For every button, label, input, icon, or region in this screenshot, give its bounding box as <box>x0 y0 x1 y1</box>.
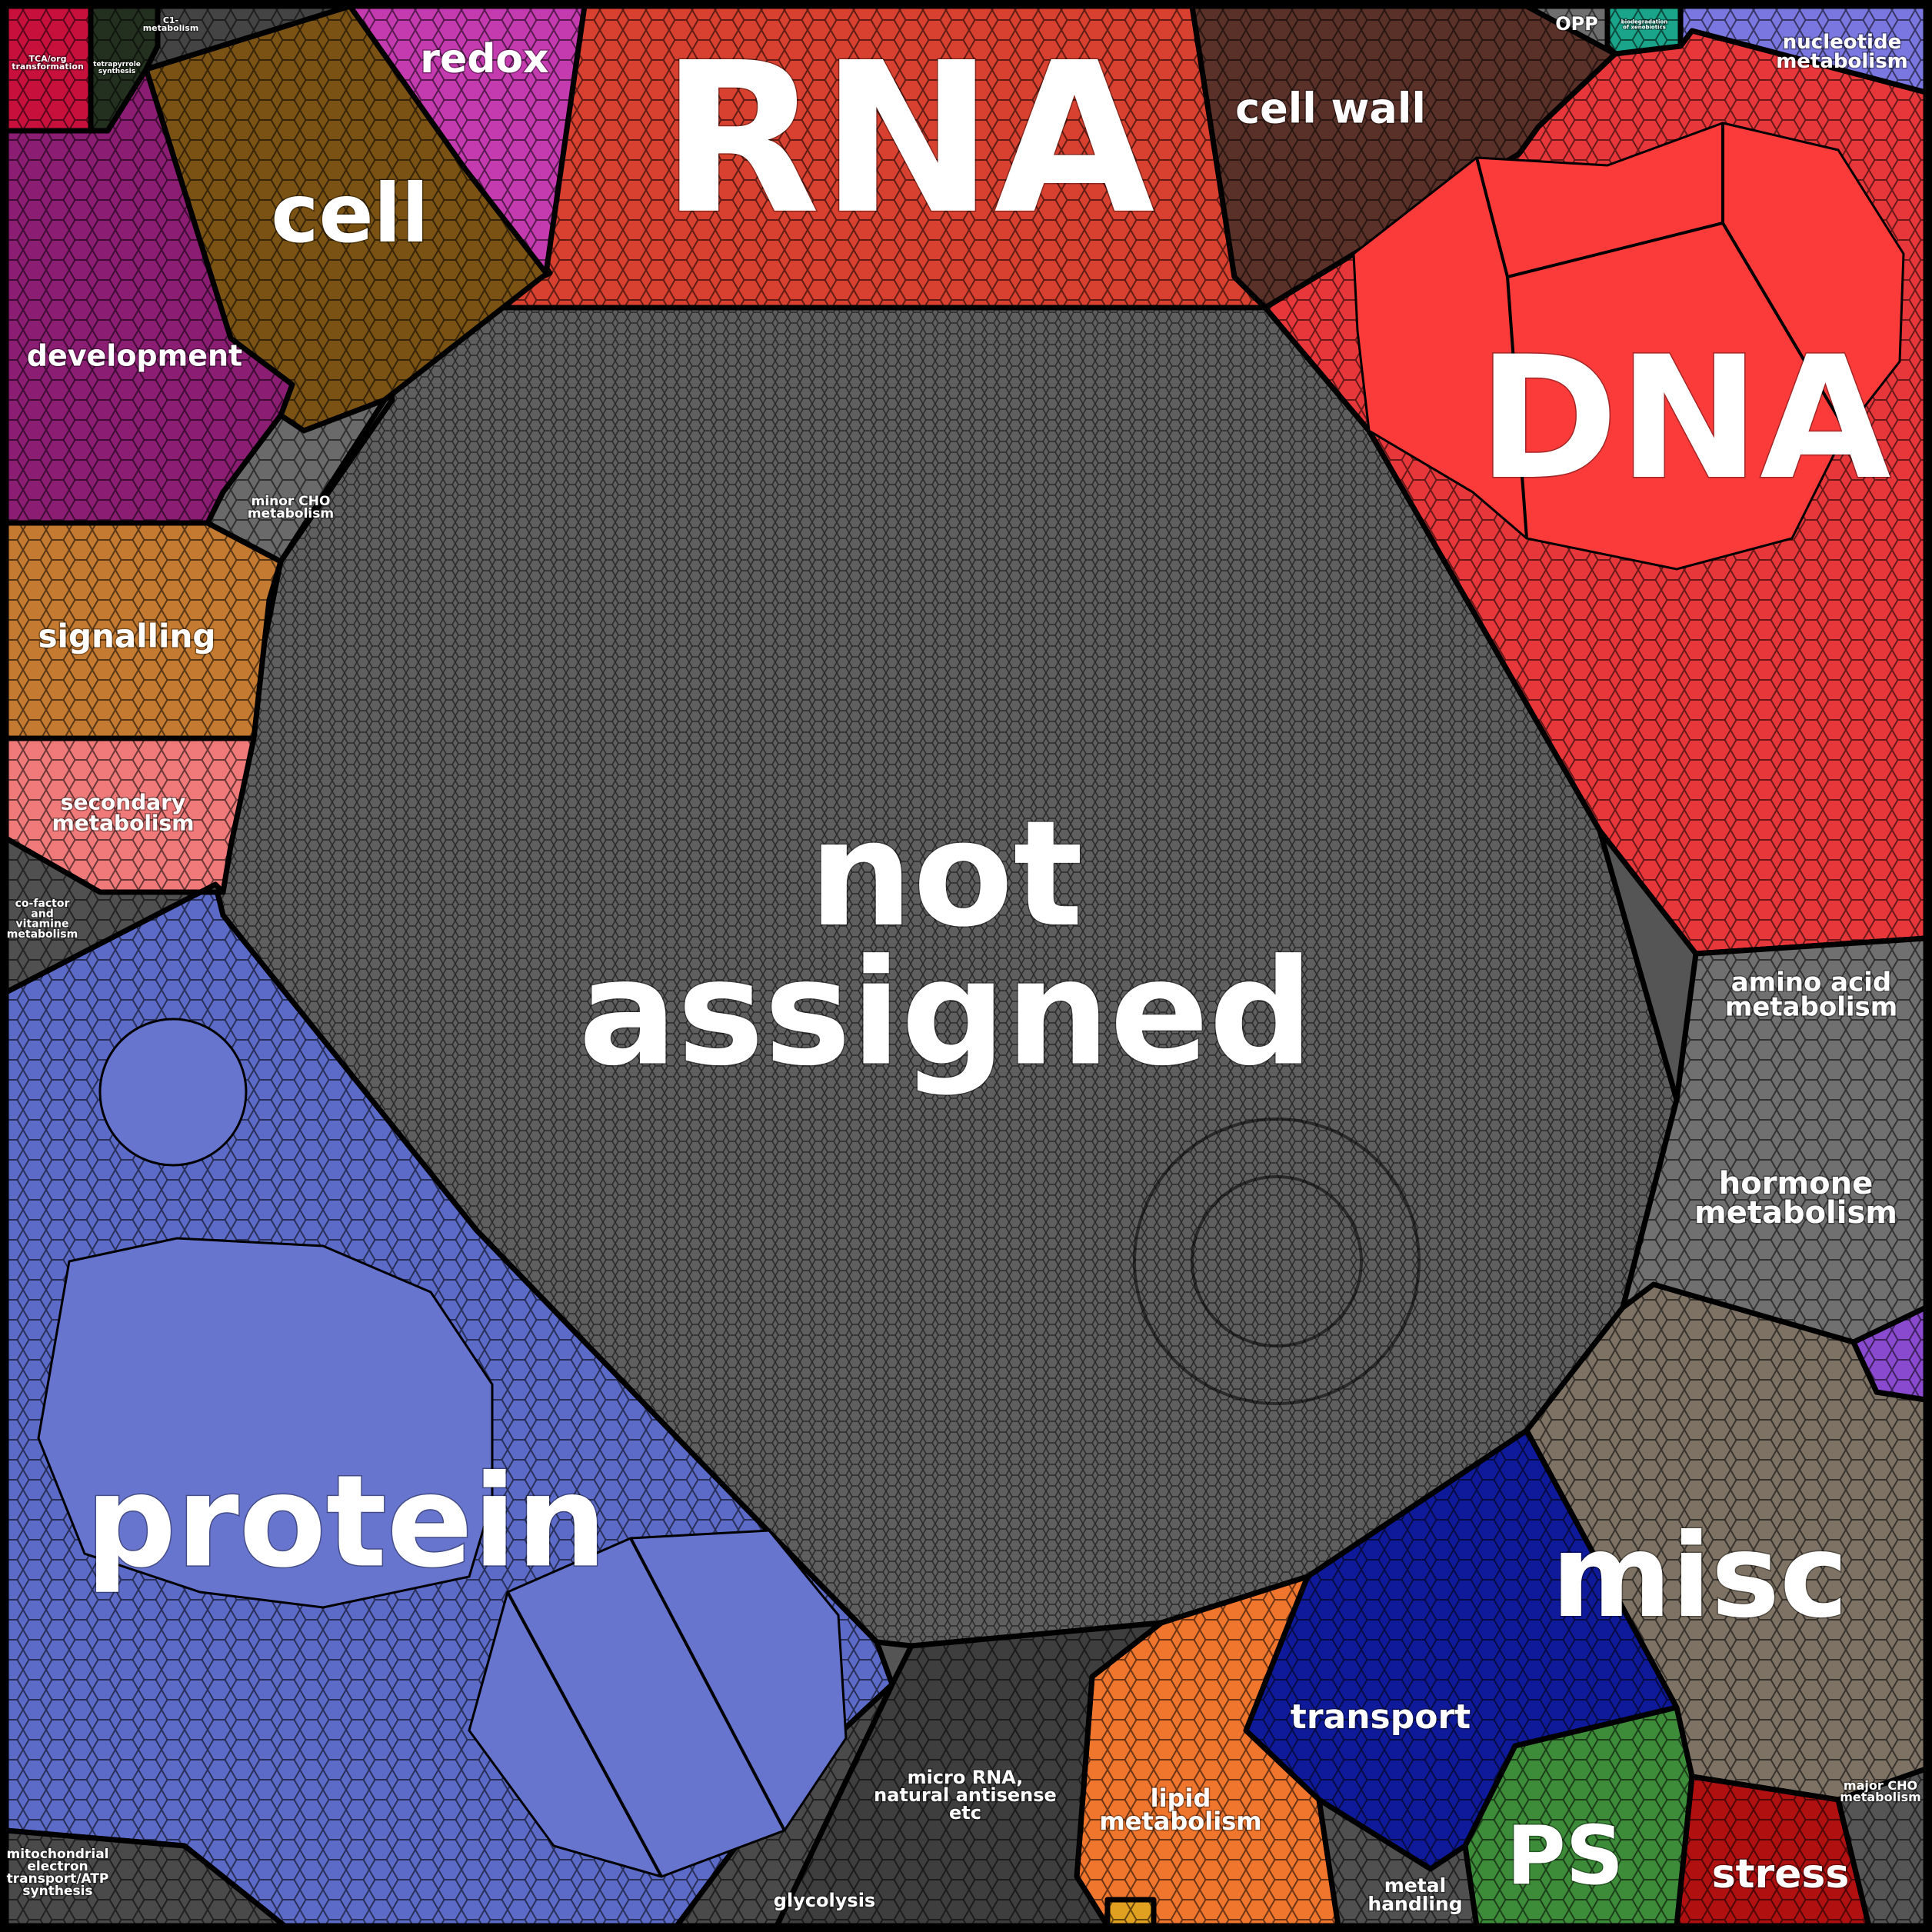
region-texture-hormone <box>1623 938 1926 1342</box>
region-texture-purple-small <box>1854 1307 1926 1400</box>
label-micro-rna-line-3: etc <box>949 1802 981 1824</box>
label-c1-line-1: C1- <box>163 15 178 25</box>
protein-inner-cell-2 <box>468 1529 848 1878</box>
label-not-assigned-line-2: assigned <box>578 928 1314 1098</box>
label-nucleotide-line-1: nucleotide <box>1783 31 1901 54</box>
region-texture-mito <box>6 1830 285 1926</box>
label-lipid-line-1: lipid <box>1151 1784 1211 1813</box>
region-texture-metal <box>1319 1800 1477 1926</box>
dna-inner-divider <box>1475 123 1847 539</box>
label-major-cho-line-2: metabolism <box>1840 1790 1921 1804</box>
protein-small-rosette <box>98 1018 248 1167</box>
label-nucleotide-line-2: metabolism <box>1776 50 1908 73</box>
label-ps: PS <box>1507 1809 1624 1903</box>
label-not-assigned-line-1: not <box>809 789 1084 959</box>
region-texture-ps <box>1465 1707 1692 1926</box>
region-texture-secondary-metabolism <box>6 738 254 892</box>
label-stress: stress <box>1712 1851 1850 1897</box>
region-texture-tca <box>6 6 91 131</box>
region-texture-transport <box>1246 1431 1677 1869</box>
label-micro-rna-line-2: natural antisense <box>874 1784 1057 1806</box>
not-assigned-inner-ring <box>1133 1118 1421 1405</box>
region-texture-c1 <box>146 6 350 69</box>
label-signalling: signalling <box>38 618 216 655</box>
label-cell-wall: cell wall <box>1235 85 1426 133</box>
label-opp: OPP <box>1555 13 1598 35</box>
label-metal-line-1: metal <box>1384 1874 1446 1897</box>
label-hormone-line-1: hormone <box>1719 1166 1873 1201</box>
label-development: development <box>27 339 242 373</box>
protein-inner-cell <box>37 1237 494 1609</box>
region-texture-stress <box>1677 1777 1869 1926</box>
region-texture-cell-wall <box>1192 6 1615 308</box>
label-co-factor-line-2: and <box>31 908 53 920</box>
region-texture-co-factor <box>6 838 223 992</box>
label-amino-acid-line-1: amino acid <box>1731 967 1892 998</box>
region-texture-not-assigned <box>215 308 1677 1646</box>
label-secondary-metabolism-line-2: metabolism <box>52 810 195 835</box>
label-redox: redox <box>420 36 548 82</box>
label-mito-line-1: mitochondrial <box>7 1847 109 1862</box>
label-misc: misc <box>1551 1510 1848 1644</box>
region-texture-major-cho <box>1838 1769 1926 1926</box>
label-co-factor-line-3: vitamine <box>16 918 69 931</box>
label-dna: DNA <box>1477 320 1890 517</box>
label-teal-small-line-2: of xenobiotics <box>1623 24 1666 30</box>
region-texture-teal-small <box>1607 6 1681 54</box>
label-lipid-line-2: metabolism <box>1099 1807 1261 1836</box>
label-minor-cho-line-1: minor CHO <box>251 494 331 509</box>
region-texture-yellow-small <box>1108 1900 1154 1926</box>
label-mito-line-2: electron <box>27 1859 88 1874</box>
label-teal-small-line-1: biodegradation <box>1621 19 1667 25</box>
region-texture-development <box>6 69 292 523</box>
label-protein: protein <box>85 1447 607 1595</box>
label-c1-line-2: metabolism <box>143 23 199 33</box>
label-glycolysis: glycolysis <box>774 1890 875 1911</box>
label-mito-line-3: transport/ATP <box>7 1871 109 1887</box>
label-minor-cho-line-2: metabolism <box>248 506 334 521</box>
region-texture-lipid <box>1077 1577 1338 1926</box>
label-tetrapyrrole-line-1: tetrapyrrole <box>93 61 141 68</box>
region-texture-misc <box>1527 1284 1926 1800</box>
label-major-cho-line-1: major CHO <box>1844 1778 1917 1793</box>
label-cell: cell <box>271 167 428 261</box>
region-texture-opp <box>1527 6 1615 54</box>
label-transport: transport <box>1291 1697 1471 1737</box>
label-amino-acid-line-2: metabolism <box>1725 992 1897 1023</box>
label-hormone-line-2: metabolism <box>1694 1195 1897 1231</box>
label-secondary-metabolism-line-1: secondary <box>61 790 185 815</box>
label-tca-line-2: transformation <box>12 62 84 72</box>
label-mito-line-4: synthesis <box>22 1884 92 1899</box>
label-co-factor-line-4: metabolism <box>7 928 78 941</box>
label-tca-line-1: TCA/org <box>29 54 67 64</box>
label-rna: RNA <box>661 18 1157 260</box>
label-tetrapyrrole-line-2: synthesis <box>98 68 135 75</box>
region-texture-signalling <box>6 523 281 738</box>
label-micro-rna-line-1: micro RNA, <box>908 1767 1024 1788</box>
protein-inner-divider <box>506 1537 786 1877</box>
region-texture-rna <box>385 6 1265 308</box>
not-assigned-inner-ring-2 <box>1191 1175 1363 1347</box>
label-metal-line-2: handling <box>1367 1893 1462 1915</box>
region-texture-tetrapyrrole <box>91 6 158 131</box>
region-texture-redox <box>323 6 585 273</box>
label-co-factor-line-1: co-factor <box>15 898 70 910</box>
region-texture-minor-cho <box>208 400 385 561</box>
region-texture-micro-rna <box>777 1623 1161 1926</box>
region-texture-nucleotide <box>1681 6 1926 92</box>
region-texture-cell <box>146 6 550 431</box>
